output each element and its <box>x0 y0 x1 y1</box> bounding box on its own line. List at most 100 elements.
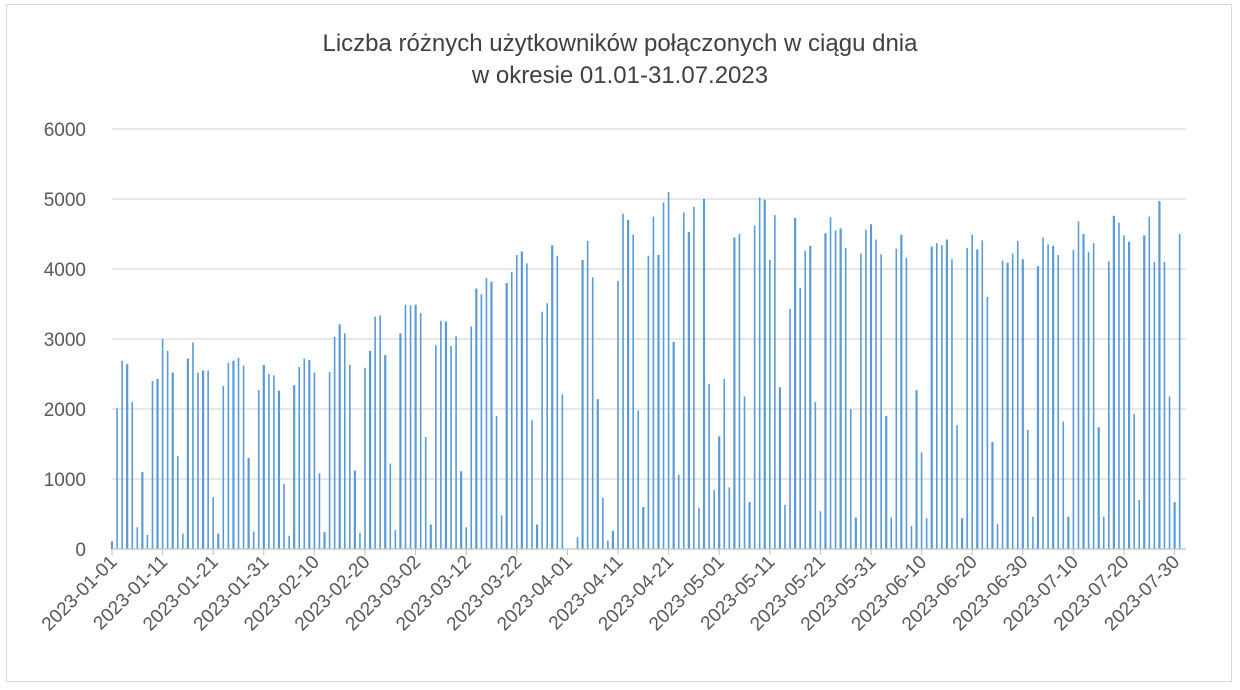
chart-subtitle: w okresie 01.01-31.07.2023 <box>471 62 769 89</box>
bar <box>298 367 301 549</box>
bar <box>262 364 265 549</box>
bar <box>971 234 973 549</box>
bar <box>1108 261 1110 549</box>
bar <box>667 192 670 549</box>
bar <box>546 303 548 549</box>
bar <box>364 367 366 549</box>
bar <box>996 523 999 549</box>
bar <box>1082 234 1085 549</box>
bar <box>824 233 827 550</box>
bar <box>510 271 513 549</box>
bar <box>171 372 174 549</box>
bar <box>450 346 452 549</box>
bars <box>110 192 1181 550</box>
bar <box>283 483 285 549</box>
bar <box>1168 396 1171 549</box>
bar <box>495 416 498 549</box>
bar <box>323 532 326 549</box>
bar <box>126 364 129 549</box>
bar <box>1032 516 1034 549</box>
bar <box>935 243 938 549</box>
bar <box>611 530 615 549</box>
bar <box>769 259 771 549</box>
bar <box>146 535 149 549</box>
bar <box>956 425 958 549</box>
bar <box>627 220 630 549</box>
bar <box>662 202 665 549</box>
bar <box>424 437 427 549</box>
bar <box>156 378 159 549</box>
bar <box>252 531 255 549</box>
bar <box>708 383 710 549</box>
bar <box>268 374 270 549</box>
bar <box>1163 262 1166 549</box>
bar <box>212 497 214 549</box>
bar <box>131 402 134 549</box>
bar <box>500 515 503 549</box>
bar <box>201 370 205 549</box>
bar <box>394 530 397 549</box>
bar <box>419 313 422 549</box>
y-tick-label: 1000 <box>44 470 86 491</box>
bar <box>976 249 979 549</box>
bar <box>743 396 746 549</box>
bar <box>465 527 467 549</box>
bar <box>429 524 432 549</box>
bar <box>247 458 250 549</box>
bar <box>526 263 528 549</box>
bar <box>986 297 989 549</box>
bar <box>657 255 660 549</box>
bar <box>207 370 209 549</box>
bar <box>854 517 857 549</box>
bar <box>693 206 695 549</box>
bar <box>758 197 761 549</box>
bar <box>338 324 341 549</box>
bar <box>273 375 275 549</box>
bar <box>576 537 579 549</box>
bar <box>677 474 680 549</box>
bar <box>409 305 412 549</box>
bar <box>647 255 650 549</box>
x-axis-tick-labels: 2023-01-012023-01-112023-01-212023-01-31… <box>38 552 1184 636</box>
bar <box>551 245 554 549</box>
bar <box>1072 250 1075 549</box>
bar <box>333 336 336 549</box>
bar <box>880 254 882 550</box>
bar <box>151 381 154 549</box>
bar <box>748 502 751 549</box>
bar <box>470 326 473 549</box>
bar <box>951 259 953 549</box>
bar <box>166 350 169 549</box>
bar <box>1127 241 1131 549</box>
bar <box>915 390 918 549</box>
bar <box>784 504 786 549</box>
bar <box>1123 235 1125 549</box>
bar <box>404 304 407 549</box>
bar <box>541 311 543 549</box>
y-tick-label: 3000 <box>44 330 86 351</box>
bar <box>839 228 842 549</box>
y-tick-label: 5000 <box>44 190 86 211</box>
bar <box>1021 259 1024 549</box>
bar <box>617 280 619 549</box>
bar <box>1143 235 1146 549</box>
bar <box>925 518 928 549</box>
bar <box>869 224 873 549</box>
bar <box>293 385 296 549</box>
bar <box>1036 266 1040 549</box>
bar <box>1158 201 1161 549</box>
bar <box>809 245 812 549</box>
bar <box>535 524 539 549</box>
bar <box>763 199 766 549</box>
bar <box>930 246 933 549</box>
bar <box>728 487 731 549</box>
bar <box>602 497 604 549</box>
bar <box>966 248 968 549</box>
bar <box>834 230 837 549</box>
bar <box>981 240 984 550</box>
bar <box>713 490 715 549</box>
bar <box>257 390 260 549</box>
bar <box>652 216 655 549</box>
bar <box>1057 255 1060 549</box>
bar <box>121 360 123 549</box>
